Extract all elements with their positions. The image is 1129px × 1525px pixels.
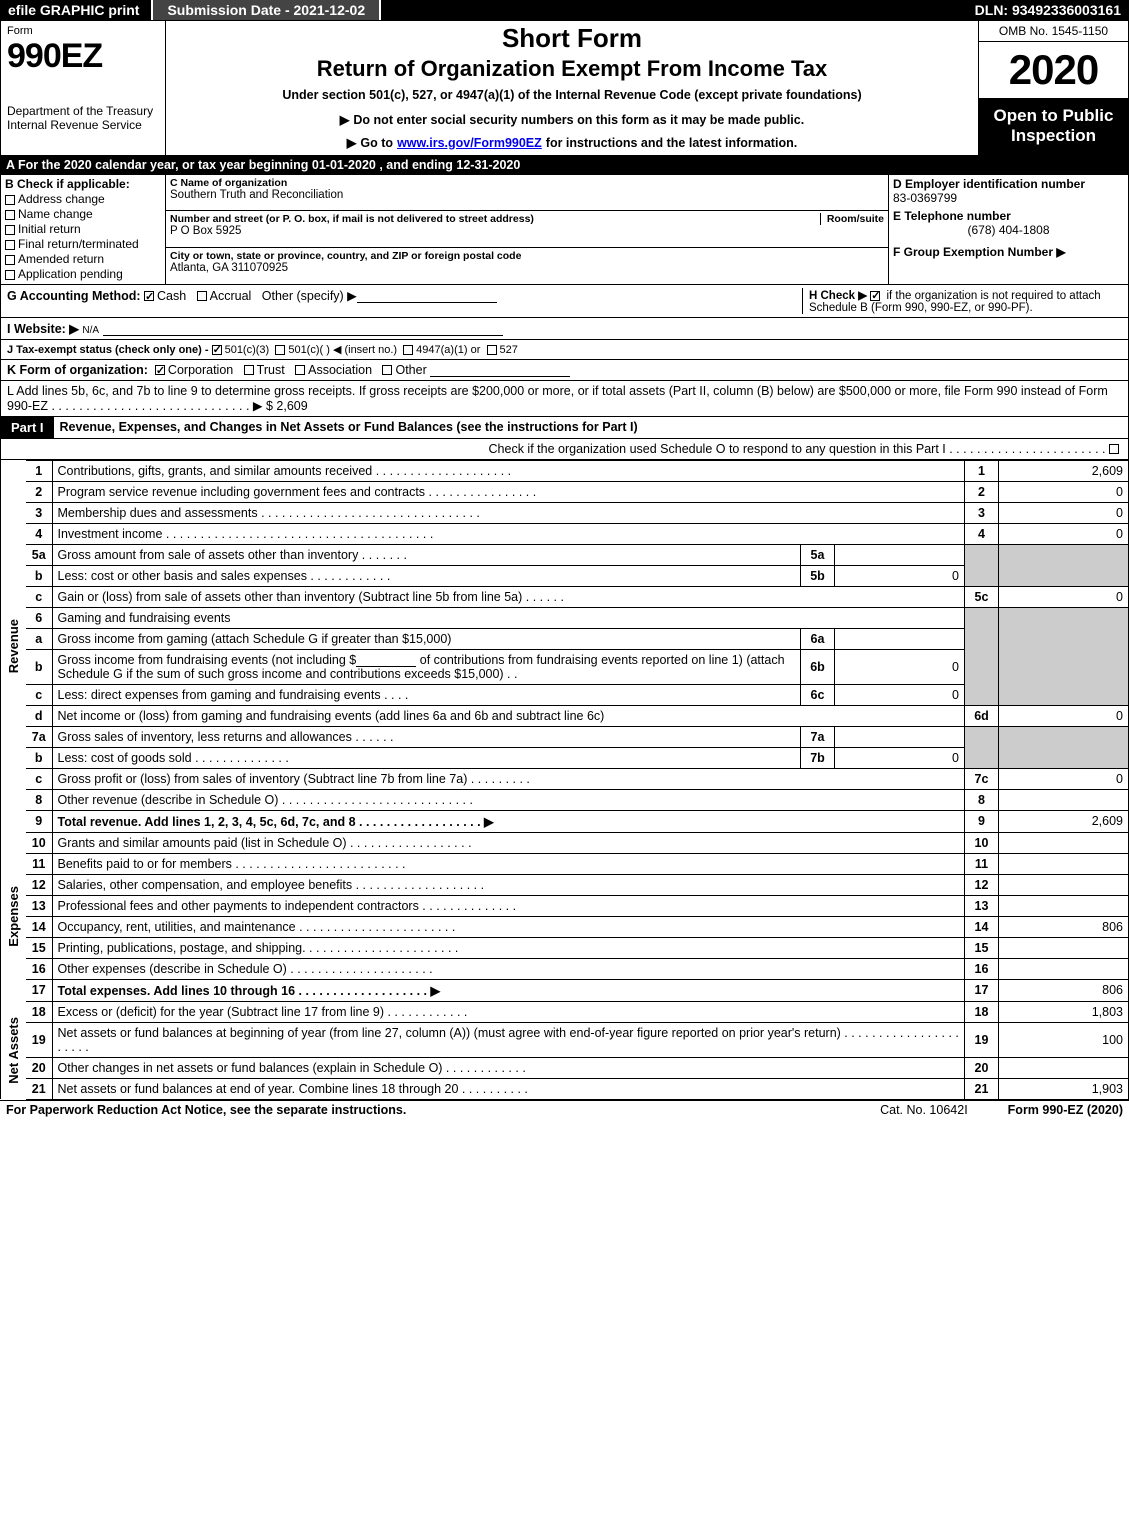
goto-row: ▶ Go to www.irs.gov/Form990EZ for instru…: [172, 135, 972, 150]
chk-527[interactable]: [487, 345, 497, 355]
part1-title: Revenue, Expenses, and Changes in Net As…: [54, 417, 1128, 438]
page-footer: For Paperwork Reduction Act Notice, see …: [0, 1100, 1129, 1119]
chk-amended-return[interactable]: Amended return: [5, 252, 161, 266]
top-bar: efile GRAPHIC print Submission Date - 20…: [0, 0, 1129, 20]
section-c-street: Number and street (or P. O. box, if mail…: [166, 211, 889, 248]
line-1-val: 2,609: [999, 460, 1129, 481]
gross-receipts: 2,609: [276, 399, 307, 413]
chk-app-pending[interactable]: Application pending: [5, 267, 161, 281]
chk-assoc[interactable]: [295, 365, 305, 375]
lines-table: Revenue 1 Contributions, gifts, grants, …: [0, 460, 1129, 1100]
chk-other-org[interactable]: [382, 365, 392, 375]
irs-link[interactable]: www.irs.gov/Form990EZ: [397, 136, 542, 150]
group-exemption: F Group Exemption Number ▶: [893, 245, 1124, 259]
tax-year: 2020: [979, 42, 1128, 98]
dept-treasury: Department of the Treasury: [7, 104, 159, 118]
subtitle: Under section 501(c), 527, or 4947(a)(1)…: [172, 88, 972, 102]
chk-initial-return[interactable]: Initial return: [5, 222, 161, 236]
chk-name-change[interactable]: Name change: [5, 207, 161, 221]
row-k: K Form of organization: Corporation Trus…: [0, 360, 1129, 381]
form-header: Form 990EZ Department of the Treasury In…: [0, 20, 1129, 156]
line-a: A For the 2020 calendar year, or tax yea…: [0, 156, 1129, 174]
revenue-label: Revenue: [6, 619, 21, 673]
efile-label[interactable]: efile GRAPHIC print: [0, 0, 147, 20]
chk-address-change[interactable]: Address change: [5, 192, 161, 206]
section-c-city: City or town, state or province, country…: [166, 248, 889, 285]
line-1-desc: Contributions, gifts, grants, and simila…: [52, 460, 965, 481]
chk-4947[interactable]: [403, 345, 413, 355]
dln: DLN: 93492336003161: [967, 0, 1129, 20]
other-method-line: [357, 291, 497, 303]
ssn-warning: ▶ Do not enter social security numbers o…: [172, 112, 972, 127]
footer-cat: Cat. No. 10642I: [880, 1103, 968, 1117]
section-bcd: B Check if applicable: Address change Na…: [0, 174, 1129, 285]
chk-501c3[interactable]: [212, 345, 222, 355]
form-label: Form: [7, 25, 159, 37]
chk-final-return[interactable]: Final return/terminated: [5, 237, 161, 251]
row-g-h: G Accounting Method: Cash Accrual Other …: [0, 285, 1129, 318]
part1-label: Part I: [1, 417, 54, 438]
netassets-label: Net Assets: [6, 1017, 21, 1084]
irs-label: Internal Revenue Service: [7, 118, 159, 132]
chk-501c[interactable]: [275, 345, 285, 355]
website-value: N/A: [82, 325, 99, 336]
chk-trust[interactable]: [244, 365, 254, 375]
city-state-zip: Atlanta, GA 311070925: [170, 262, 884, 274]
row-i: I Website: ▶ N/A: [0, 318, 1129, 340]
section-b: B Check if applicable: Address change Na…: [1, 174, 166, 284]
section-c-name: C Name of organization Southern Truth an…: [166, 174, 889, 211]
telephone: (678) 404-1808: [893, 223, 1124, 237]
chk-accrual[interactable]: [197, 291, 207, 301]
footer-left: For Paperwork Reduction Act Notice, see …: [6, 1103, 406, 1117]
header-left: Form 990EZ Department of the Treasury In…: [1, 21, 166, 156]
row-j: J Tax-exempt status (check only one) - 5…: [0, 340, 1129, 360]
section-def: D Employer identification number 83-0369…: [889, 174, 1129, 284]
submission-date: Submission Date - 2021-12-02: [151, 0, 381, 20]
street-address: P O Box 5925: [170, 225, 884, 237]
omb-number: OMB No. 1545-1150: [979, 21, 1128, 42]
ein: 83-0369799: [893, 191, 1124, 205]
row-l: L Add lines 5b, 6c, and 7b to line 9 to …: [0, 381, 1129, 417]
open-to-public: Open to Public Inspection: [979, 98, 1128, 155]
header-mid: Short Form Return of Organization Exempt…: [166, 21, 979, 156]
header-right: OMB No. 1545-1150 2020 Open to Public In…: [979, 21, 1129, 156]
form-number: 990EZ: [7, 37, 159, 76]
part1-schedo: Check if the organization used Schedule …: [0, 439, 1129, 460]
chk-h[interactable]: [870, 291, 880, 301]
chk-cash[interactable]: [144, 291, 154, 301]
expenses-label: Expenses: [6, 886, 21, 947]
chk-corp[interactable]: [155, 365, 165, 375]
part1-header: Part I Revenue, Expenses, and Changes in…: [0, 417, 1129, 439]
main-title: Return of Organization Exempt From Incom…: [172, 56, 972, 82]
chk-schedo[interactable]: [1109, 444, 1119, 454]
short-form-title: Short Form: [172, 23, 972, 54]
footer-form: Form 990-EZ (2020): [1008, 1103, 1123, 1117]
org-name: Southern Truth and Reconciliation: [170, 189, 884, 201]
